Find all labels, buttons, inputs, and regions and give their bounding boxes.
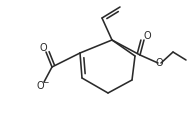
Text: O: O (36, 81, 44, 91)
Text: O: O (155, 58, 163, 68)
Text: O: O (143, 31, 151, 41)
Text: −: − (42, 78, 48, 88)
Text: O: O (39, 43, 47, 53)
